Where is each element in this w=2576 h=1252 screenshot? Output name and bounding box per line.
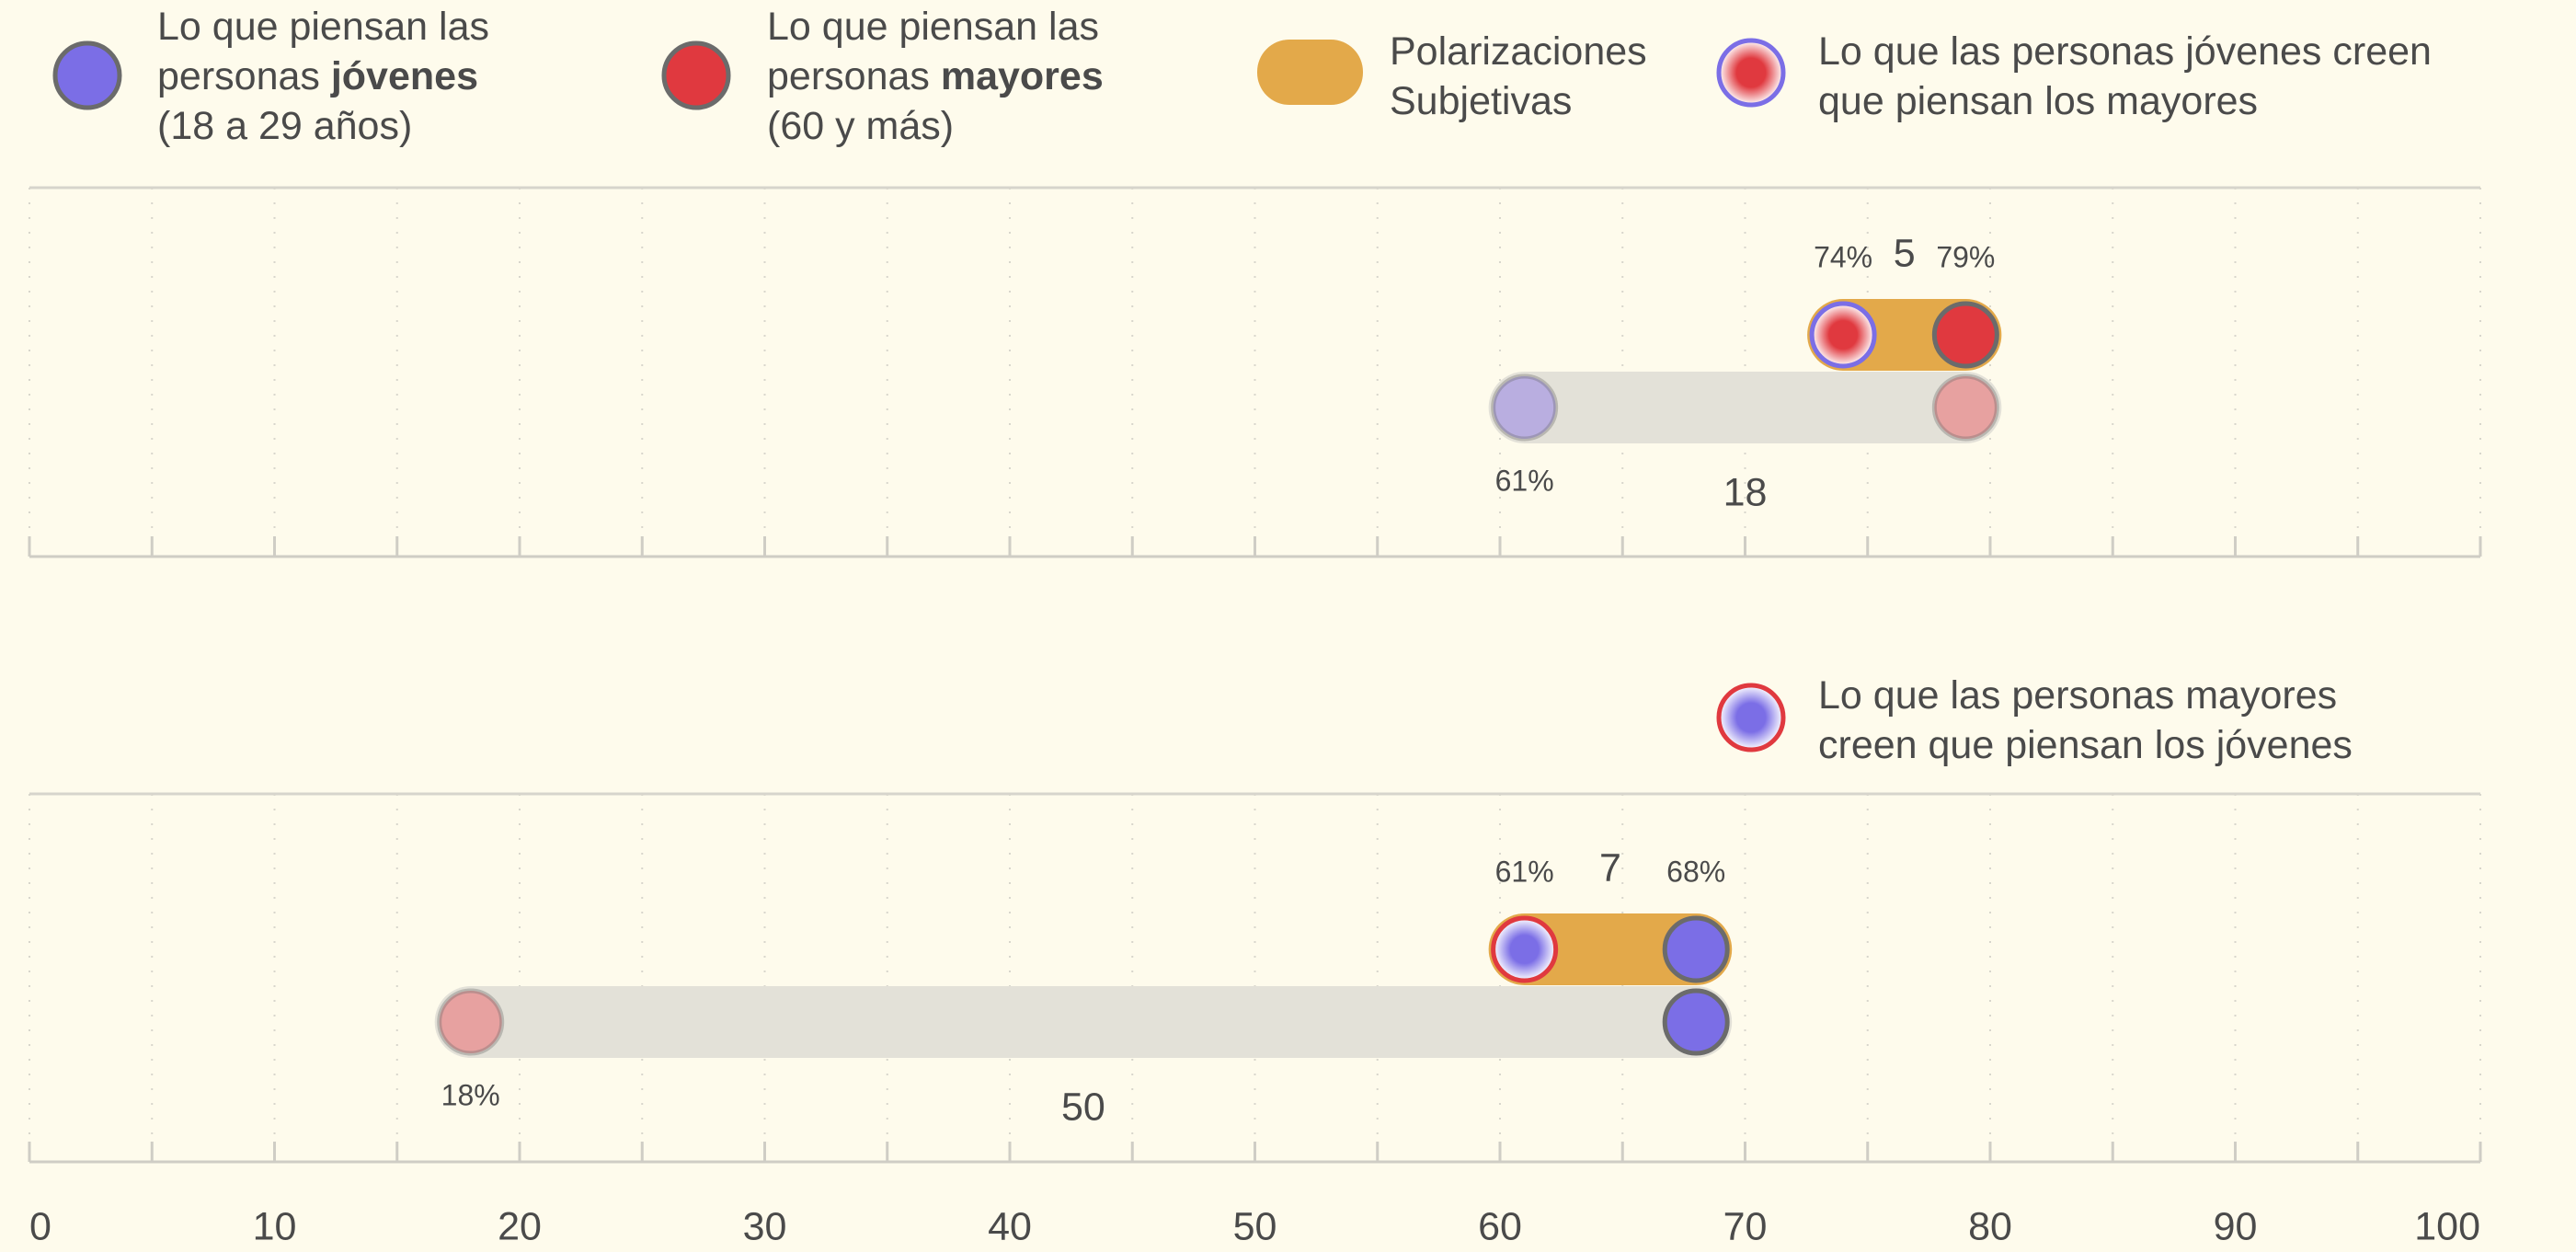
value-label: 18% — [441, 1078, 500, 1111]
legend-text: que piensan los mayores — [1818, 79, 2258, 123]
legend-text: Lo que las personas mayores — [1818, 673, 2337, 718]
value-label: 68% — [1666, 855, 1725, 888]
legend-text-part: Lo que piensan las — [157, 5, 489, 49]
x-tick-label: 40 — [988, 1204, 1032, 1248]
legend-text: (18 a 29 años) — [157, 104, 412, 148]
x-tick-label: 50 — [1233, 1204, 1277, 1248]
perceived-dot — [1931, 301, 1999, 369]
legend-text: Lo que las personas jóvenes creen — [1818, 29, 2432, 74]
legend-marker — [52, 40, 122, 110]
actual-bar — [434, 986, 1733, 1058]
legend-marker — [661, 40, 731, 110]
gap-label: 5 — [1894, 231, 1916, 275]
actual-dot — [437, 988, 505, 1056]
x-tick-label: 90 — [2214, 1204, 2258, 1248]
x-tick-label: 100 — [2414, 1204, 2480, 1248]
legend-marker — [1716, 38, 1786, 108]
legend-text: personas jóvenes — [157, 54, 478, 98]
x-tick-label: 20 — [498, 1204, 542, 1248]
legend-text-part: Lo que piensan las — [767, 5, 1099, 49]
legend-text-part: personas — [767, 54, 941, 98]
legend-text: Subjetivas — [1390, 79, 1572, 123]
x-tick-label: 80 — [1968, 1204, 2012, 1248]
perceived-dot — [1491, 915, 1559, 983]
legend-marker — [1716, 683, 1786, 752]
legend-text-part: personas — [157, 54, 331, 98]
x-tick-label: 70 — [1723, 1204, 1768, 1248]
perceived-dot — [1809, 301, 1877, 369]
legend-text-part: Lo que las personas jóvenes creen — [1818, 29, 2432, 74]
legend-text: creen que piensan los jóvenes — [1818, 723, 2353, 767]
actual-dot — [1931, 373, 1999, 442]
legend-pill — [1257, 40, 1363, 105]
actual-dot — [1491, 373, 1559, 442]
legend-text: personas mayores — [767, 54, 1104, 98]
gap-label: 7 — [1599, 845, 1621, 890]
value-label: 61% — [1495, 464, 1554, 497]
legend-text-part: creen que piensan los jóvenes — [1818, 723, 2353, 767]
value-label: 61% — [1495, 855, 1554, 888]
gap-label: 18 — [1723, 470, 1768, 514]
legend-text-part: que piensan los mayores — [1818, 79, 2258, 123]
legend-text-part: (18 a 29 años) — [157, 104, 412, 148]
x-tick-label: 10 — [253, 1204, 297, 1248]
legend-text-bold: jóvenes — [330, 54, 478, 98]
legend-text-bold: mayores — [941, 54, 1104, 98]
actual-dot — [1662, 988, 1730, 1056]
perceived-dot — [1662, 915, 1730, 983]
x-tick-label: 30 — [743, 1204, 787, 1248]
legend-text: Polarizaciones — [1390, 29, 1647, 74]
legend-text: Lo que piensan las — [157, 5, 489, 49]
legend-text-part: Lo que las personas mayores — [1818, 673, 2337, 718]
legend-text-part: Polarizaciones — [1390, 29, 1647, 74]
legend-text-part: Subjetivas — [1390, 79, 1572, 123]
x-tick-label: 60 — [1478, 1204, 1522, 1248]
value-label: 79% — [1936, 240, 1995, 273]
legend-text: (60 y más) — [767, 104, 954, 148]
value-label: 74% — [1814, 240, 1872, 273]
actual-bar — [1488, 372, 2002, 443]
gap-label: 50 — [1061, 1085, 1105, 1129]
x-tick-label: 0 — [29, 1204, 52, 1248]
legend-text-part: (60 y más) — [767, 104, 954, 148]
legend-text: Lo que piensan las — [767, 5, 1099, 49]
